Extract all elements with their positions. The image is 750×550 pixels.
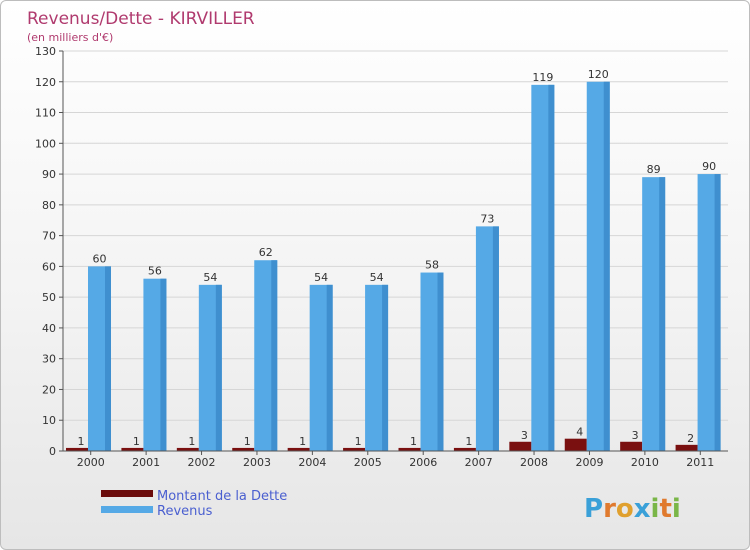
chart-title: Revenus/Dette - KIRVILLER bbox=[27, 9, 255, 29]
y-tick-label: 0 bbox=[49, 445, 56, 458]
x-tick-label: 2007 bbox=[465, 456, 493, 469]
x-tick-label: 2009 bbox=[575, 456, 603, 469]
debt-bar bbox=[509, 441, 532, 451]
debt-value-label: 3 bbox=[521, 429, 528, 442]
y-tick-label: 70 bbox=[42, 230, 56, 243]
debt-value-label: 1 bbox=[299, 435, 306, 448]
revenue-bar-shade bbox=[105, 266, 111, 451]
debt-bar bbox=[675, 444, 698, 451]
revenue-value-label: 119 bbox=[532, 71, 553, 84]
revenue-value-label: 54 bbox=[370, 271, 384, 284]
x-tick-label: 2010 bbox=[631, 456, 659, 469]
revenue-bar-shade bbox=[548, 84, 555, 451]
y-axis-ticks: 0 10 20 30 40 50 60 70 80 90 100 110 120 130 bbox=[35, 45, 63, 458]
y-tick-label: 10 bbox=[42, 414, 56, 427]
revenue-value-label: 54 bbox=[203, 271, 217, 284]
debt-bar bbox=[398, 447, 421, 451]
x-tick-label: 2002 bbox=[188, 456, 216, 469]
x-tick-label: 2003 bbox=[243, 456, 271, 469]
x-tick-label: 2008 bbox=[520, 456, 548, 469]
logo-letter: i bbox=[651, 494, 660, 524]
debt-value-label: 1 bbox=[188, 435, 195, 448]
debt-value-label: 4 bbox=[576, 426, 583, 439]
bars: 1 60 1 56 1 54 1 62 1 54 1 54 1 58 1 73 3 119 4 120 3 89 2 90 bbox=[66, 68, 721, 452]
legend: Montant de la Dette Revenus bbox=[101, 489, 287, 519]
x-tick-label: 2006 bbox=[409, 456, 437, 469]
logo-letter: P bbox=[584, 494, 603, 524]
logo-letter: r bbox=[603, 494, 616, 524]
x-tick-label: 2004 bbox=[298, 456, 326, 469]
y-tick-label: 90 bbox=[42, 168, 56, 181]
legend-swatch-revenus bbox=[101, 506, 153, 513]
y-tick-label: 20 bbox=[42, 383, 56, 396]
revenue-value-label: 90 bbox=[702, 160, 716, 173]
debt-bar bbox=[176, 447, 199, 451]
x-tick-label: 2011 bbox=[686, 456, 714, 469]
debt-bar bbox=[287, 447, 310, 451]
revenue-bar-shade bbox=[382, 284, 389, 451]
revenue-value-label: 89 bbox=[647, 163, 661, 176]
y-tick-label: 60 bbox=[42, 260, 56, 273]
debt-value-label: 1 bbox=[78, 435, 85, 448]
legend-label-revenus: Revenus bbox=[157, 504, 213, 519]
legend-swatch-dette bbox=[101, 490, 153, 497]
y-tick-label: 120 bbox=[35, 76, 56, 89]
revenue-bar-shade bbox=[714, 174, 721, 452]
x-tick-label: 2001 bbox=[132, 456, 160, 469]
revenue-value-label: 120 bbox=[588, 68, 609, 81]
revenue-bar-shade bbox=[659, 177, 666, 451]
revenue-value-label: 60 bbox=[93, 252, 107, 265]
chart-subtitle: (en milliers d'€) bbox=[27, 31, 113, 44]
debt-value-label: 1 bbox=[465, 435, 472, 448]
debt-value-label: 1 bbox=[244, 435, 251, 448]
revenue-value-label: 58 bbox=[425, 259, 439, 272]
y-tick-label: 130 bbox=[35, 45, 56, 58]
legend-label-dette: Montant de la Dette bbox=[157, 489, 287, 504]
debt-value-label: 1 bbox=[133, 435, 140, 448]
debt-bar bbox=[121, 447, 144, 451]
debt-bar bbox=[343, 447, 366, 451]
revenue-bar-shade bbox=[271, 260, 278, 451]
revenue-value-label: 62 bbox=[259, 246, 273, 259]
revenue-bar-shade bbox=[326, 284, 333, 451]
y-tick-label: 100 bbox=[35, 137, 56, 150]
debt-value-label: 3 bbox=[632, 429, 639, 442]
debt-value-label: 1 bbox=[410, 435, 417, 448]
debt-value-label: 2 bbox=[687, 432, 694, 445]
revenue-bar-shade bbox=[215, 284, 222, 451]
debt-bar bbox=[620, 441, 643, 451]
revenue-value-label: 54 bbox=[314, 271, 328, 284]
debt-value-label: 1 bbox=[355, 435, 362, 448]
x-tick-label: 2000 bbox=[77, 456, 105, 469]
logo-letter: x bbox=[634, 494, 651, 524]
y-tick-label: 80 bbox=[42, 199, 56, 212]
gridlines bbox=[63, 50, 728, 421]
debt-bar bbox=[453, 447, 476, 451]
debt-bar bbox=[232, 447, 255, 451]
revenue-bar-shade bbox=[492, 226, 499, 451]
revenue-bar-shade bbox=[437, 272, 444, 451]
debt-bar bbox=[564, 438, 587, 451]
logo-letter: i bbox=[672, 494, 681, 524]
proxiti-logo: Proxiti bbox=[584, 494, 681, 524]
debt-bar bbox=[66, 447, 88, 451]
logo-letter: o bbox=[616, 494, 634, 524]
revenue-bar-shade bbox=[160, 278, 167, 451]
y-tick-label: 110 bbox=[35, 107, 56, 120]
revenue-bar-shade bbox=[603, 81, 610, 452]
revenue-value-label: 56 bbox=[148, 265, 162, 278]
y-tick-label: 30 bbox=[42, 353, 56, 366]
y-tick-label: 40 bbox=[42, 322, 56, 335]
revenue-value-label: 73 bbox=[480, 212, 494, 225]
y-tick-label: 50 bbox=[42, 291, 56, 304]
logo-letter: t bbox=[659, 494, 671, 524]
x-tick-label: 2005 bbox=[354, 456, 382, 469]
x-axis-ticks: 2000 2001 2002 2003 2004 2005 2006 2007 2008 2009… bbox=[77, 451, 714, 469]
